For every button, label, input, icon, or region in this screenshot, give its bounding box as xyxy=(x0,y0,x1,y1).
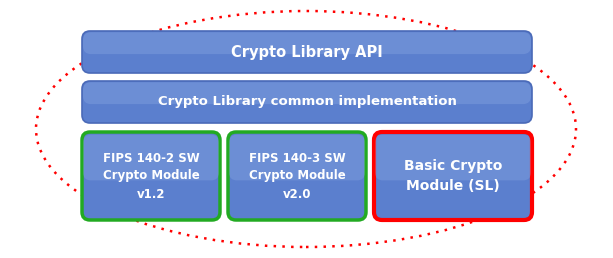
Text: Crypto Library common implementation: Crypto Library common implementation xyxy=(158,95,457,109)
FancyBboxPatch shape xyxy=(375,135,531,180)
FancyBboxPatch shape xyxy=(82,81,532,123)
FancyBboxPatch shape xyxy=(82,132,220,220)
Text: FIPS 140-3 SW
Crypto Module
v2.0: FIPS 140-3 SW Crypto Module v2.0 xyxy=(249,151,345,200)
FancyBboxPatch shape xyxy=(374,132,532,220)
FancyBboxPatch shape xyxy=(228,132,366,220)
FancyBboxPatch shape xyxy=(82,31,532,73)
FancyBboxPatch shape xyxy=(83,135,219,180)
FancyBboxPatch shape xyxy=(83,82,531,104)
Ellipse shape xyxy=(36,11,576,247)
FancyBboxPatch shape xyxy=(229,135,365,180)
Text: FIPS 140-2 SW
Crypto Module
v1.2: FIPS 140-2 SW Crypto Module v1.2 xyxy=(102,151,199,200)
FancyBboxPatch shape xyxy=(83,32,531,54)
Text: Crypto Library API: Crypto Library API xyxy=(231,44,383,60)
Text: Basic Crypto
Module (SL): Basic Crypto Module (SL) xyxy=(404,159,502,193)
